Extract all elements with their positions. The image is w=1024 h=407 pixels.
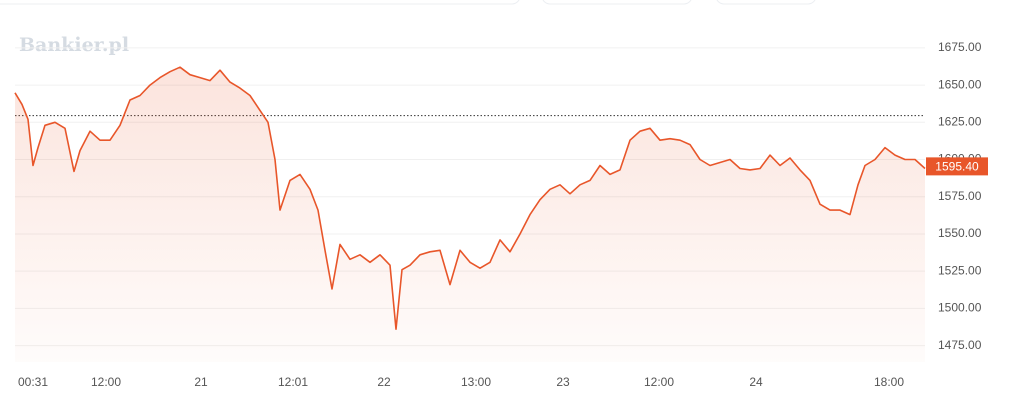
y-tick-label: 1625.00 — [938, 114, 982, 128]
x-tick-label: 21 — [194, 375, 208, 389]
y-tick-label: 1675.00 — [938, 40, 982, 54]
y-tick-label: 1500.00 — [938, 301, 982, 315]
x-tick-label: 22 — [377, 375, 391, 389]
x-tick-label: 23 — [556, 375, 570, 389]
tab[interactable] — [542, 0, 692, 5]
tab[interactable] — [0, 0, 520, 5]
area-fill — [15, 67, 925, 362]
x-tick-label: 12:00 — [644, 375, 674, 389]
tab[interactable] — [716, 0, 816, 5]
y-tick-label: 1650.00 — [938, 77, 982, 91]
x-tick-label: 13:00 — [461, 375, 491, 389]
x-tick-label: 12:00 — [91, 375, 121, 389]
x-tick-label: 24 — [749, 375, 763, 389]
x-tick-label: 12:01 — [278, 375, 308, 389]
watermark: Bankier.pl — [19, 34, 129, 56]
x-tick-label: 18:00 — [874, 375, 904, 389]
price-line — [14, 66, 926, 330]
y-tick-label: 1475.00 — [938, 338, 982, 352]
x-tick-label: 00:31 — [18, 375, 48, 389]
last-price-badge — [926, 157, 988, 176]
y-tick-label: 1525.00 — [938, 263, 982, 277]
last-price-label: 1595.40 — [935, 160, 979, 174]
y-tick-label: 1550.00 — [938, 226, 982, 240]
y-tick-label: 1575.00 — [938, 189, 982, 203]
